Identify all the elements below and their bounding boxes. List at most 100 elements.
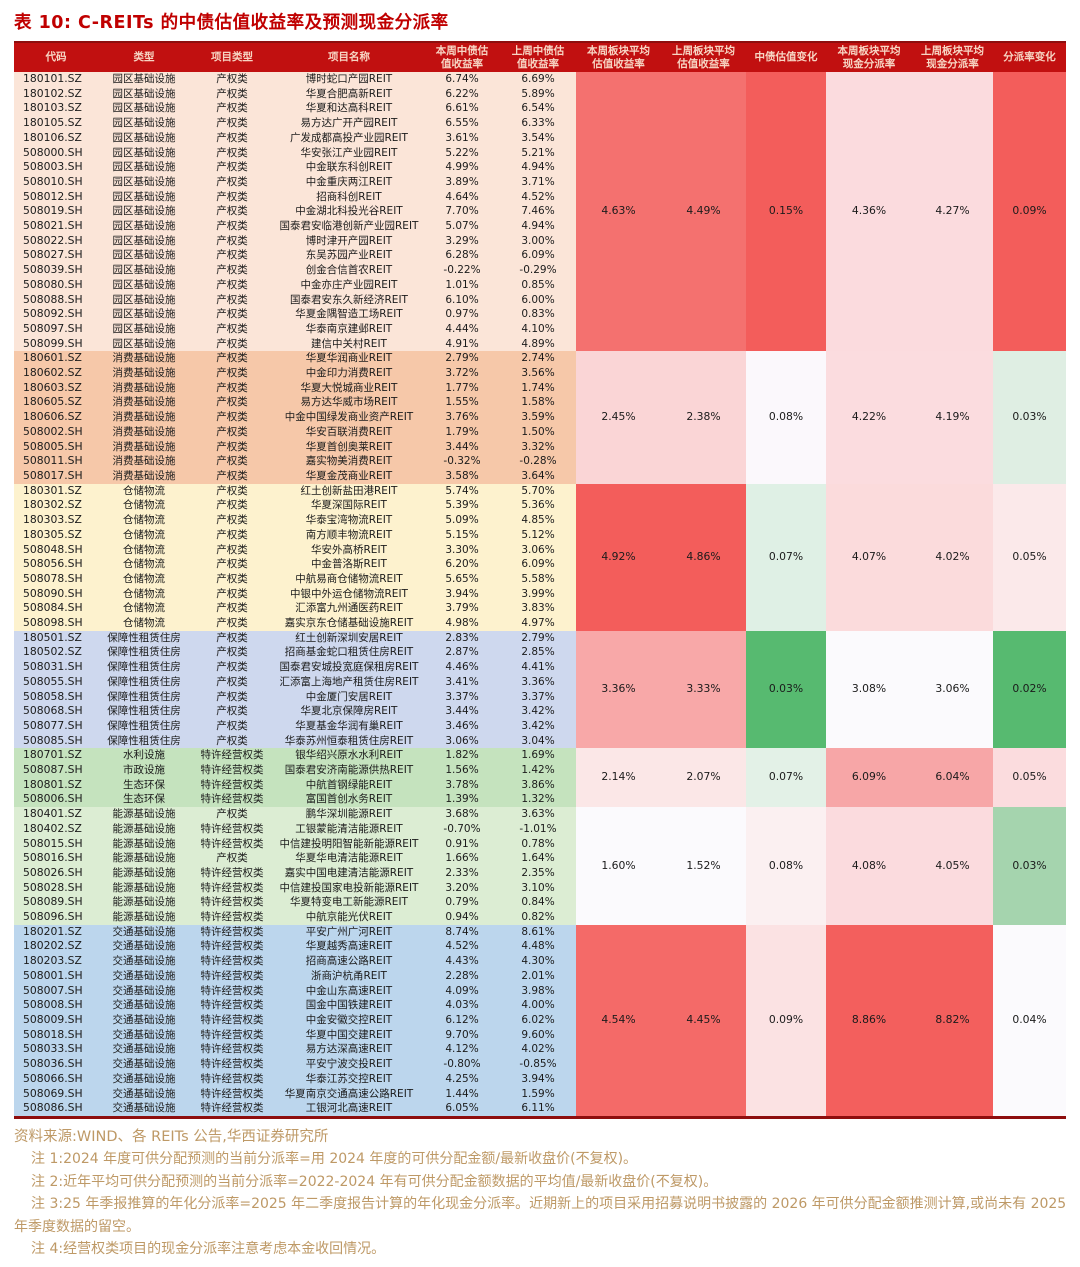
cell-code: 508003.SH xyxy=(23,160,83,174)
cell-code: 180701.SZ xyxy=(23,748,82,762)
cell-sector: 交通基础设施 xyxy=(112,1028,176,1041)
cell-project-type: 产权类 xyxy=(216,705,248,718)
cell-project-name: 中金山东高速REIT xyxy=(305,984,393,997)
cell-sector: 生态环保 xyxy=(123,778,165,791)
cell-project-type: 产权类 xyxy=(216,411,248,424)
summary-this-week-avg-yield: 3.36% xyxy=(576,630,661,749)
cell-this-week-yield: 3.37% xyxy=(445,690,479,703)
cell-last-week-yield: 3.06% xyxy=(521,543,555,556)
cell-project-name: 华夏基金华润有巢REIT xyxy=(295,719,403,732)
cell-this-week-yield: 4.64% xyxy=(445,190,479,203)
cell-project-name: 国泰君安济南能源供热REIT xyxy=(284,764,414,777)
cell-code: 508002.SH xyxy=(23,424,83,438)
cell-project-name: 华夏越秀高速REIT xyxy=(305,940,393,953)
cell-project-type: 产权类 xyxy=(216,455,248,468)
cell-code: 508088.SH xyxy=(23,292,83,306)
cell-this-week-yield: 3.41% xyxy=(445,675,479,688)
summary-this-week-avg-yield: 4.92% xyxy=(576,483,661,631)
cell-project-name: 中航易商仓储物流REIT xyxy=(295,572,403,585)
cell-sector: 能源基础设施 xyxy=(112,837,176,850)
table-row: 180301.SZ 仓储物流 产权类 红土创新盐田港REIT 5.74% 5.70% 4.9… xyxy=(14,483,1066,631)
summary-dist-change: 0.03% xyxy=(993,351,1066,484)
cell-sector: 保障性租赁住房 xyxy=(107,661,181,674)
cell-project-name: 招商科创REIT xyxy=(316,190,382,203)
cell-this-week-yield: 3.78% xyxy=(445,778,479,791)
cell-project-name: 中金印力消费REIT xyxy=(305,367,393,380)
cell-last-week-yield: 3.42% xyxy=(521,705,555,718)
cell-code: 508017.SH xyxy=(23,468,83,482)
cell-project-name: 中金湖北科投光谷REIT xyxy=(295,205,403,218)
cell-last-week-yield: 4.48% xyxy=(521,940,555,953)
cell-last-week-yield: 4.85% xyxy=(521,514,555,527)
cell-project-name: 富国首创水务REIT xyxy=(305,793,393,806)
cell-this-week-yield: -0.22% xyxy=(443,264,481,277)
cell-this-week-yield: 4.46% xyxy=(445,661,479,674)
cell-sector: 消费基础设施 xyxy=(112,352,176,365)
cell-sector: 园区基础设施 xyxy=(112,117,176,130)
summary-yield-change: 0.03% xyxy=(746,630,826,749)
cell-code: 508033.SH xyxy=(23,1042,83,1056)
cell-code: 508039.SH xyxy=(23,263,83,277)
header-cell: 类型 xyxy=(98,42,190,72)
cell-sector: 能源基础设施 xyxy=(112,866,176,879)
cell-sector: 仓储物流 xyxy=(123,558,165,571)
cell-project-name: 国金中国铁建REIT xyxy=(305,999,393,1012)
cell-project-type: 产权类 xyxy=(216,396,248,409)
cell-last-week-yield: -0.28% xyxy=(519,455,557,468)
cell-project-type: 产权类 xyxy=(216,87,248,100)
cell-project-type: 产权类 xyxy=(216,337,248,350)
cell-code: 508080.SH xyxy=(23,277,83,291)
cell-last-week-yield: 3.10% xyxy=(521,881,555,894)
cell-code: 508086.SH xyxy=(23,1101,83,1115)
cell-project-name: 工银河北高速REIT xyxy=(305,1102,393,1115)
cell-project-name: 银华绍兴原水水利REIT xyxy=(295,749,403,762)
cell-project-name: 华夏首创奥莱REIT xyxy=(305,440,393,453)
cell-sector: 交通基础设施 xyxy=(112,925,176,938)
cell-this-week-yield: 3.44% xyxy=(445,440,479,453)
cell-project-name: 中航京能光伏REIT xyxy=(305,911,393,924)
cell-last-week-yield: 9.60% xyxy=(521,1028,555,1041)
cell-project-type: 特许经营权类 xyxy=(200,1087,264,1100)
cell-sector: 消费基础设施 xyxy=(112,469,176,482)
cell-last-week-yield: 5.58% xyxy=(521,572,555,585)
header-cell: 分派率变化 xyxy=(993,42,1066,72)
cell-project-type: 产权类 xyxy=(216,117,248,130)
cell-project-type: 产权类 xyxy=(216,425,248,438)
cell-project-name: 汇添富上海地产租赁住房REIT xyxy=(279,675,419,688)
cell-last-week-yield: 6.11% xyxy=(521,1102,555,1115)
cell-code: 508005.SH xyxy=(23,439,83,453)
cell-project-name: 平安宁波交投REIT xyxy=(305,1058,393,1071)
summary-last-week-avg-dist: 6.04% xyxy=(912,748,993,808)
cell-project-type: 产权类 xyxy=(216,220,248,233)
cell-project-type: 产权类 xyxy=(216,278,248,291)
cell-project-name: 华夏北京保障房REIT xyxy=(300,705,398,718)
cell-last-week-yield: 3.56% xyxy=(521,367,555,380)
cell-project-name: 红土创新盐田港REIT xyxy=(300,484,398,497)
cell-code: 508096.SH xyxy=(23,910,83,924)
cell-last-week-yield: 7.46% xyxy=(521,205,555,218)
cell-code: 180106.SZ xyxy=(23,130,82,144)
cell-last-week-yield: 3.83% xyxy=(521,602,555,615)
cell-sector: 园区基础设施 xyxy=(112,131,176,144)
cell-last-week-yield: 2.85% xyxy=(521,646,555,659)
cell-sector: 园区基础设施 xyxy=(112,278,176,291)
cell-project-type: 特许经营权类 xyxy=(200,999,264,1012)
header-cell: 本周中债估 值收益率 xyxy=(424,42,500,72)
summary-this-week-avg-dist: 4.22% xyxy=(826,351,912,484)
cell-last-week-yield: 3.00% xyxy=(521,234,555,247)
summary-yield-change: 0.09% xyxy=(746,924,826,1118)
cell-this-week-yield: 1.55% xyxy=(445,396,479,409)
cell-last-week-yield: 2.74% xyxy=(521,352,555,365)
cell-code: 180203.SZ xyxy=(23,954,82,968)
cell-last-week-yield: 6.54% xyxy=(521,102,555,115)
cell-this-week-yield: 1.01% xyxy=(445,278,479,291)
cell-sector: 园区基础设施 xyxy=(112,73,176,85)
cell-code: 508000.SH xyxy=(23,145,83,159)
cell-project-type: 特许经营权类 xyxy=(200,1102,264,1115)
cell-project-name: 华夏大悦城商业REIT xyxy=(300,381,398,394)
cell-project-name: 中金安徽交控REIT xyxy=(305,1014,393,1026)
cell-sector: 交通基础设施 xyxy=(112,969,176,982)
cell-last-week-yield: 5.70% xyxy=(521,484,555,497)
cell-last-week-yield: 0.84% xyxy=(521,896,555,909)
cell-this-week-yield: 5.09% xyxy=(445,514,479,527)
